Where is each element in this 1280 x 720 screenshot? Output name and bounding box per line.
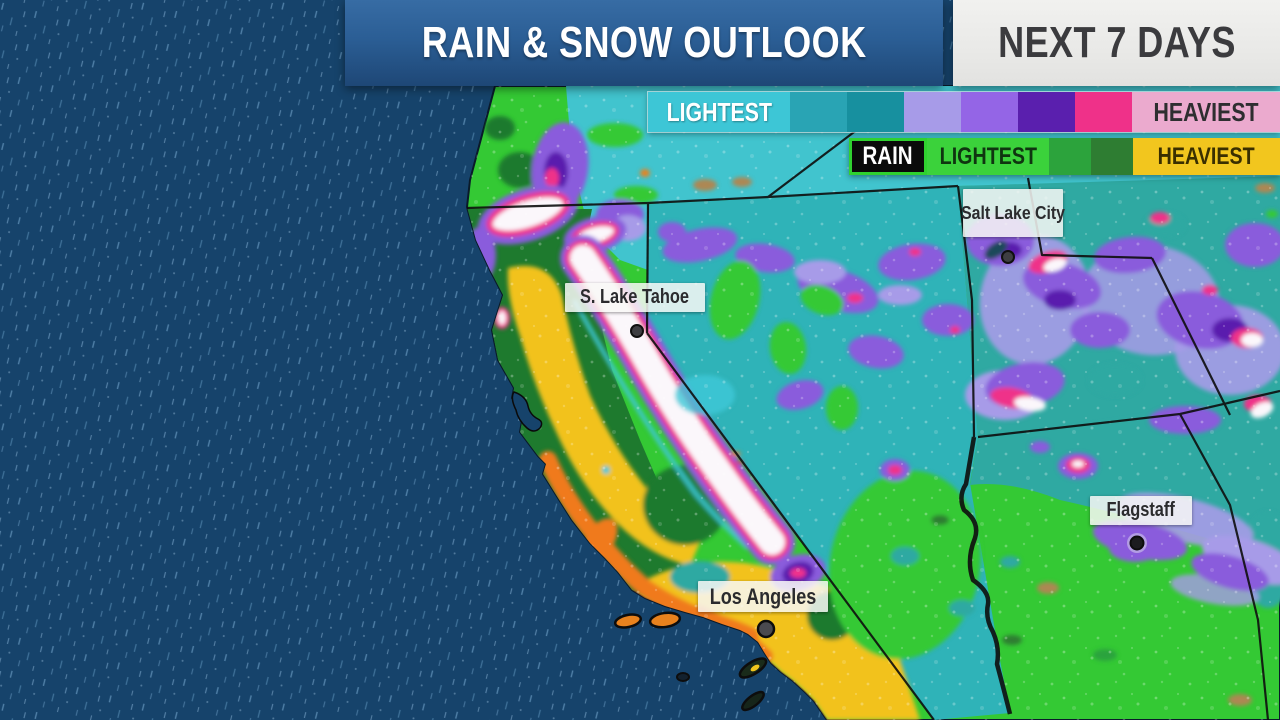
city-name: Los Angeles	[709, 583, 817, 609]
rain-legend-step-1	[1049, 138, 1091, 175]
border-nv-ut	[956, 185, 976, 438]
forecast-period: NEXT 7 DAYS	[997, 18, 1236, 67]
city-name: Salt Lake City	[961, 202, 1065, 223]
border-ut-co	[1151, 257, 1231, 416]
channel-islands	[613, 611, 768, 712]
border-nv-id	[767, 184, 959, 199]
city-label-flagstaff: Flagstaff	[1090, 496, 1192, 525]
snow-legend-step-3	[904, 92, 961, 132]
snow-legend-step-1	[790, 92, 847, 132]
period-banner: NEXT 7 DAYS	[953, 0, 1280, 86]
city-label-salt-lake-city: Salt Lake City	[961, 189, 1065, 237]
snow-legend-step-2	[847, 92, 904, 132]
snow-legend-step-4	[961, 92, 1018, 132]
rain-legend-step-2	[1091, 138, 1133, 175]
rain-legend-title: RAIN	[849, 138, 927, 175]
rain-legend: RAIN LIGHTEST HEAVIEST	[849, 138, 1280, 175]
city-name: Flagstaff	[1106, 499, 1176, 521]
state-borders	[466, 125, 1280, 720]
snow-heaviest-label: HEAVIEST	[1153, 96, 1259, 127]
city-name: S. Lake Tahoe	[580, 286, 690, 308]
snow-lightest-label: LIGHTEST	[666, 96, 772, 127]
rain-title-label: RAIN	[862, 142, 914, 170]
snow-legend-heaviest: HEAVIEST	[1132, 92, 1280, 132]
border-ca-nv-north	[645, 202, 650, 334]
san-francisco-bay	[511, 391, 543, 432]
border-or-nv	[647, 195, 769, 205]
snow-legend: LIGHTEST HEAVIEST	[647, 91, 1280, 133]
city-dot-los-angeles	[756, 619, 776, 639]
border-ca-nv-diagonal	[646, 332, 935, 720]
border-colorado-river	[959, 436, 1013, 715]
border-ca-or	[466, 201, 649, 210]
snow-legend-lightest: LIGHTEST	[648, 92, 790, 132]
city-dot-flagstaff	[1129, 535, 1145, 551]
border-or-id	[767, 125, 863, 198]
page-title: RAIN & SNOW OUTLOOK	[421, 18, 867, 67]
city-dot-salt-lake-city	[1001, 250, 1015, 264]
rain-legend-lightest: LIGHTEST	[927, 138, 1049, 175]
snow-legend-step-5	[1018, 92, 1075, 132]
city-label-s-lake-tahoe: S. Lake Tahoe	[565, 283, 705, 312]
city-dot-s-lake-tahoe	[630, 324, 644, 338]
city-markers	[630, 250, 1147, 639]
title-banner: RAIN & SNOW OUTLOOK	[345, 0, 943, 86]
rain-legend-heaviest: HEAVIEST	[1133, 138, 1280, 175]
rain-heaviest-label: HEAVIEST	[1158, 142, 1255, 170]
border-az-nm	[1179, 413, 1270, 720]
city-label-los-angeles: Los Angeles	[698, 581, 828, 612]
rain-lightest-label: LIGHTEST	[939, 142, 1037, 170]
snow-legend-step-6	[1075, 92, 1132, 132]
